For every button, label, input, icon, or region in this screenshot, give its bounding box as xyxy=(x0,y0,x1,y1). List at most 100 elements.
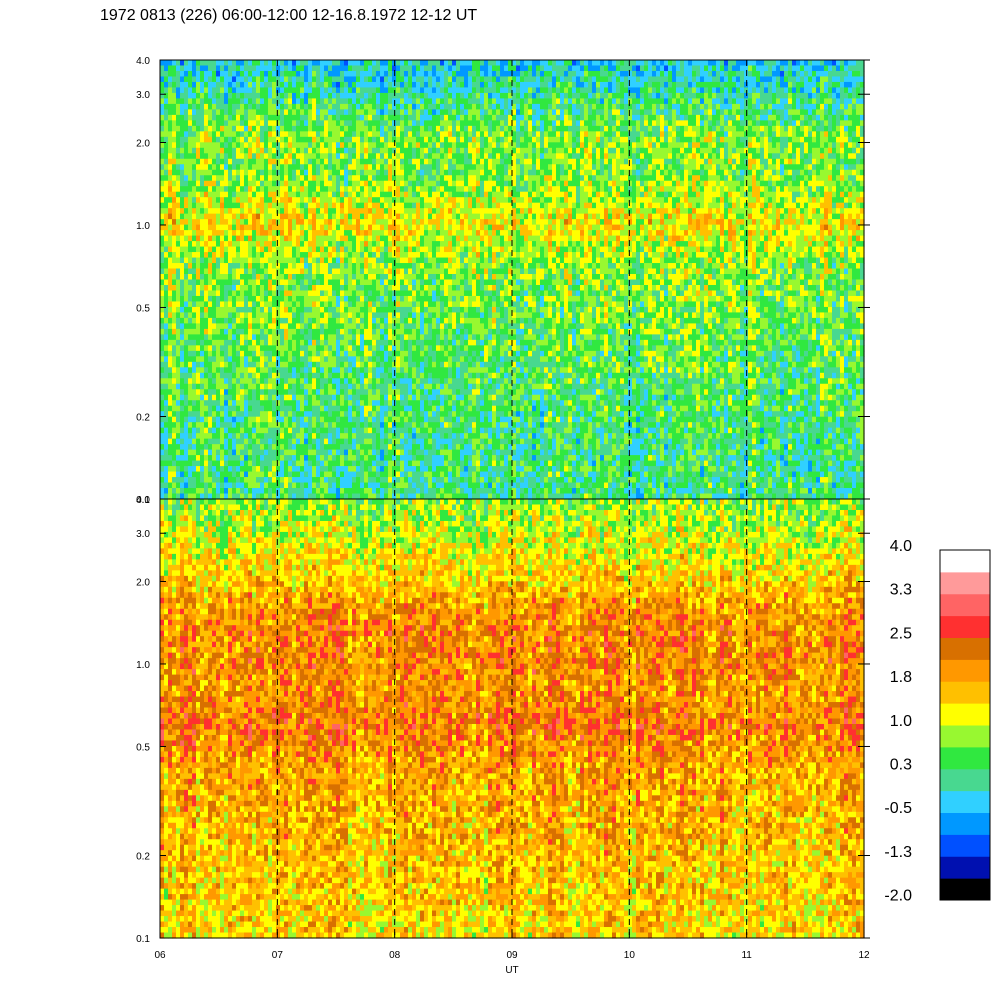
heatmap-cell xyxy=(376,323,381,329)
heatmap-cell xyxy=(168,351,173,357)
heatmap-cell xyxy=(404,290,409,296)
heatmap-cell xyxy=(236,461,241,467)
heatmap-cell xyxy=(168,98,173,104)
heatmap-cell xyxy=(304,109,309,115)
heatmap-cell xyxy=(380,109,385,115)
heatmap-cell xyxy=(388,455,393,461)
heatmap-cell xyxy=(328,323,333,329)
heatmap-cell xyxy=(272,312,277,318)
heatmap-cell xyxy=(200,318,205,324)
heatmap-cell xyxy=(344,153,349,159)
heatmap-cell xyxy=(256,307,261,313)
heatmap-cell xyxy=(400,483,405,489)
heatmap-cell xyxy=(228,450,233,456)
heatmap-cell xyxy=(384,340,389,346)
heatmap-cell xyxy=(312,296,317,302)
heatmap-cell xyxy=(284,225,289,231)
heatmap-cell xyxy=(316,263,321,269)
heatmap-cell xyxy=(404,87,409,93)
heatmap-cell xyxy=(252,175,257,181)
heatmap-cell xyxy=(396,219,401,225)
heatmap-cell xyxy=(212,400,217,406)
heatmap-cell xyxy=(236,192,241,198)
heatmap-cell xyxy=(344,384,349,390)
heatmap-cell xyxy=(276,285,281,291)
heatmap-cell xyxy=(288,131,293,137)
heatmap-cell xyxy=(324,483,329,489)
heatmap-cell xyxy=(316,450,321,456)
heatmap-cell xyxy=(236,433,241,439)
heatmap-cell xyxy=(384,367,389,373)
heatmap-cell xyxy=(260,280,265,286)
heatmap-cell xyxy=(200,269,205,275)
heatmap-cell xyxy=(400,87,405,93)
heatmap-cell xyxy=(220,60,225,66)
heatmap-cell xyxy=(160,71,165,77)
heatmap-cell xyxy=(384,219,389,225)
heatmap-cell xyxy=(356,241,361,247)
heatmap-cell xyxy=(304,76,309,82)
heatmap-cell xyxy=(308,296,313,302)
heatmap-cell xyxy=(324,137,329,143)
heatmap-cell xyxy=(196,203,201,209)
heatmap-cell xyxy=(364,329,369,335)
heatmap-cell xyxy=(348,280,353,286)
heatmap-cell xyxy=(192,208,197,214)
heatmap-cell xyxy=(376,104,381,110)
heatmap-cell xyxy=(400,236,405,242)
heatmap-cell xyxy=(172,71,177,77)
heatmap-cell xyxy=(348,472,353,478)
heatmap-cell xyxy=(368,269,373,275)
heatmap-cell xyxy=(284,395,289,401)
heatmap-cell xyxy=(384,170,389,176)
heatmap-cell xyxy=(380,241,385,247)
heatmap-cell xyxy=(300,153,305,159)
heatmap-cell xyxy=(292,367,297,373)
heatmap-cell xyxy=(260,71,265,77)
heatmap-cell xyxy=(336,439,341,445)
heatmap-cell xyxy=(384,137,389,143)
heatmap-cell xyxy=(348,175,353,181)
heatmap-cell xyxy=(216,263,221,269)
heatmap-cell xyxy=(340,203,345,209)
heatmap-cell xyxy=(348,307,353,313)
heatmap-cell xyxy=(356,466,361,472)
heatmap-cell xyxy=(316,252,321,258)
heatmap-cell xyxy=(172,450,177,456)
heatmap-cell xyxy=(212,455,217,461)
heatmap-cell xyxy=(384,208,389,214)
heatmap-cell xyxy=(192,389,197,395)
heatmap-cell xyxy=(160,472,165,478)
heatmap-cell xyxy=(292,433,297,439)
heatmap-cell xyxy=(264,340,269,346)
heatmap-cell xyxy=(404,109,409,115)
heatmap-cell xyxy=(232,307,237,313)
heatmap-cell xyxy=(396,153,401,159)
heatmap-cell xyxy=(272,323,277,329)
heatmap-cell xyxy=(200,87,205,93)
heatmap-cell xyxy=(180,65,185,71)
heatmap-cell xyxy=(272,362,277,368)
heatmap-cell xyxy=(332,433,337,439)
heatmap-cell xyxy=(336,296,341,302)
heatmap-cell xyxy=(304,208,309,214)
heatmap-cell xyxy=(300,181,305,187)
heatmap-cell xyxy=(292,296,297,302)
heatmap-cell xyxy=(220,65,225,71)
heatmap-cell xyxy=(172,60,177,66)
heatmap-cell xyxy=(296,461,301,467)
heatmap-cell xyxy=(200,450,205,456)
heatmap-cell xyxy=(196,296,201,302)
heatmap-cell xyxy=(404,230,409,236)
heatmap-cell xyxy=(284,115,289,121)
heatmap-cell xyxy=(276,219,281,225)
heatmap-cell xyxy=(372,345,377,351)
heatmap-cell xyxy=(376,472,381,478)
heatmap-cell xyxy=(300,241,305,247)
heatmap-cell xyxy=(396,93,401,99)
heatmap-cell xyxy=(176,82,181,88)
heatmap-cell xyxy=(236,186,241,192)
heatmap-cell xyxy=(204,214,209,220)
heatmap-cell xyxy=(340,269,345,275)
heatmap-cell xyxy=(276,318,281,324)
